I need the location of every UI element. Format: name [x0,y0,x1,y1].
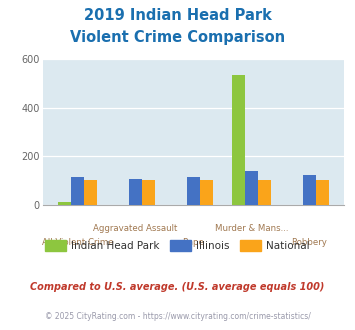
Bar [142,181,154,205]
Legend: Indian Head Park, Illinois, National: Indian Head Park, Illinois, National [41,236,314,255]
Bar [129,179,142,205]
Text: Rape: Rape [182,238,204,247]
Bar [258,181,271,205]
Text: Violent Crime Comparison: Violent Crime Comparison [70,30,285,45]
Bar [245,171,258,205]
Text: Robbery: Robbery [291,238,327,247]
Bar [58,202,71,205]
Text: 2019 Indian Head Park: 2019 Indian Head Park [83,8,272,23]
Bar [200,181,213,205]
Text: All Violent Crime: All Violent Crime [42,238,113,247]
Bar [303,175,316,205]
Bar [233,75,245,205]
Bar [71,177,84,205]
Bar [316,181,329,205]
Bar [187,177,200,205]
Bar [84,181,97,205]
Text: Compared to U.S. average. (U.S. average equals 100): Compared to U.S. average. (U.S. average … [30,282,325,292]
Text: © 2025 CityRating.com - https://www.cityrating.com/crime-statistics/: © 2025 CityRating.com - https://www.city… [45,312,310,321]
Text: Aggravated Assault: Aggravated Assault [93,224,178,233]
Text: Murder & Mans...: Murder & Mans... [215,224,288,233]
